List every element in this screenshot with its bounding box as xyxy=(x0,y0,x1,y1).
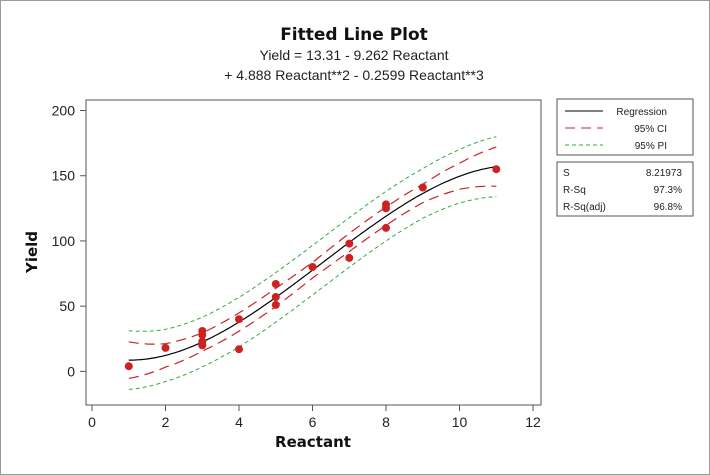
x-tick-label: 2 xyxy=(162,414,170,430)
legend: Regression 95% CI 95% PI xyxy=(556,98,694,156)
x-tick-label: 4 xyxy=(235,414,243,430)
y-tick-label: 100 xyxy=(52,233,76,249)
y-tick-label: 50 xyxy=(59,298,75,314)
data-point xyxy=(235,345,243,354)
data-point xyxy=(124,362,133,371)
stat-s-name: S xyxy=(563,168,570,179)
data-point xyxy=(198,327,207,335)
legend-box xyxy=(556,98,694,156)
stat-rsq-name: R-Sq xyxy=(563,185,586,196)
x-tick-label: 6 xyxy=(309,414,317,430)
prediction-interval-bands xyxy=(128,136,497,390)
stat-s-value: 8.21973 xyxy=(646,168,683,179)
x-axis: 0 2 4 6 8 10 12 xyxy=(88,405,541,430)
data-point xyxy=(382,200,390,209)
regression-equation-line-1: Yield = 13.31 - 9.262 Reactant xyxy=(260,47,449,63)
data-point xyxy=(492,165,501,174)
data-point xyxy=(345,253,354,262)
data-point xyxy=(271,293,280,301)
data-point xyxy=(345,239,354,248)
x-axis-label: Reactant xyxy=(275,433,351,451)
data-point xyxy=(235,315,243,324)
stat-rsq-adj-name: R-Sq(adj) xyxy=(563,202,606,213)
confidence-interval-bands xyxy=(128,146,497,379)
data-point xyxy=(271,280,280,288)
data-points xyxy=(124,165,501,371)
data-point xyxy=(418,183,427,192)
data-point xyxy=(161,343,170,352)
x-tick-label: 10 xyxy=(452,414,468,430)
stat-rsq-value: 97.3% xyxy=(654,185,682,196)
y-tick-label: 150 xyxy=(52,168,76,184)
y-tick-label: 0 xyxy=(67,363,75,379)
stats-box xyxy=(556,161,694,217)
regression-equation-line-2: + 4.888 Reactant**2 - 0.2599 Reactant**3 xyxy=(224,67,484,83)
chart-title: Fitted Line Plot xyxy=(280,25,428,45)
legend-pi-label: 95% PI xyxy=(635,141,667,152)
statistics-table: S 8.21973 R-Sq 97.3% R-Sq(adj) 96.8% xyxy=(556,161,694,217)
ci-lower-line xyxy=(128,185,497,379)
data-point xyxy=(382,223,390,232)
legend-regression-label: Regression xyxy=(616,107,667,118)
y-tick-label: 200 xyxy=(52,103,76,119)
y-axis-label: Yield xyxy=(23,231,41,274)
data-point xyxy=(198,337,207,346)
pi-lower-line xyxy=(128,196,497,390)
stat-rsq-adj-value: 96.8% xyxy=(654,202,682,213)
x-tick-label: 0 xyxy=(88,414,96,430)
data-point xyxy=(271,300,280,309)
x-tick-label: 8 xyxy=(382,414,390,430)
x-tick-label: 12 xyxy=(525,414,541,430)
plot-area xyxy=(85,99,542,406)
data-point xyxy=(308,263,317,271)
y-axis: 0 50 100 150 200 xyxy=(52,103,86,379)
ci-upper-line xyxy=(128,146,497,345)
legend-ci-label: 95% CI xyxy=(634,124,667,135)
